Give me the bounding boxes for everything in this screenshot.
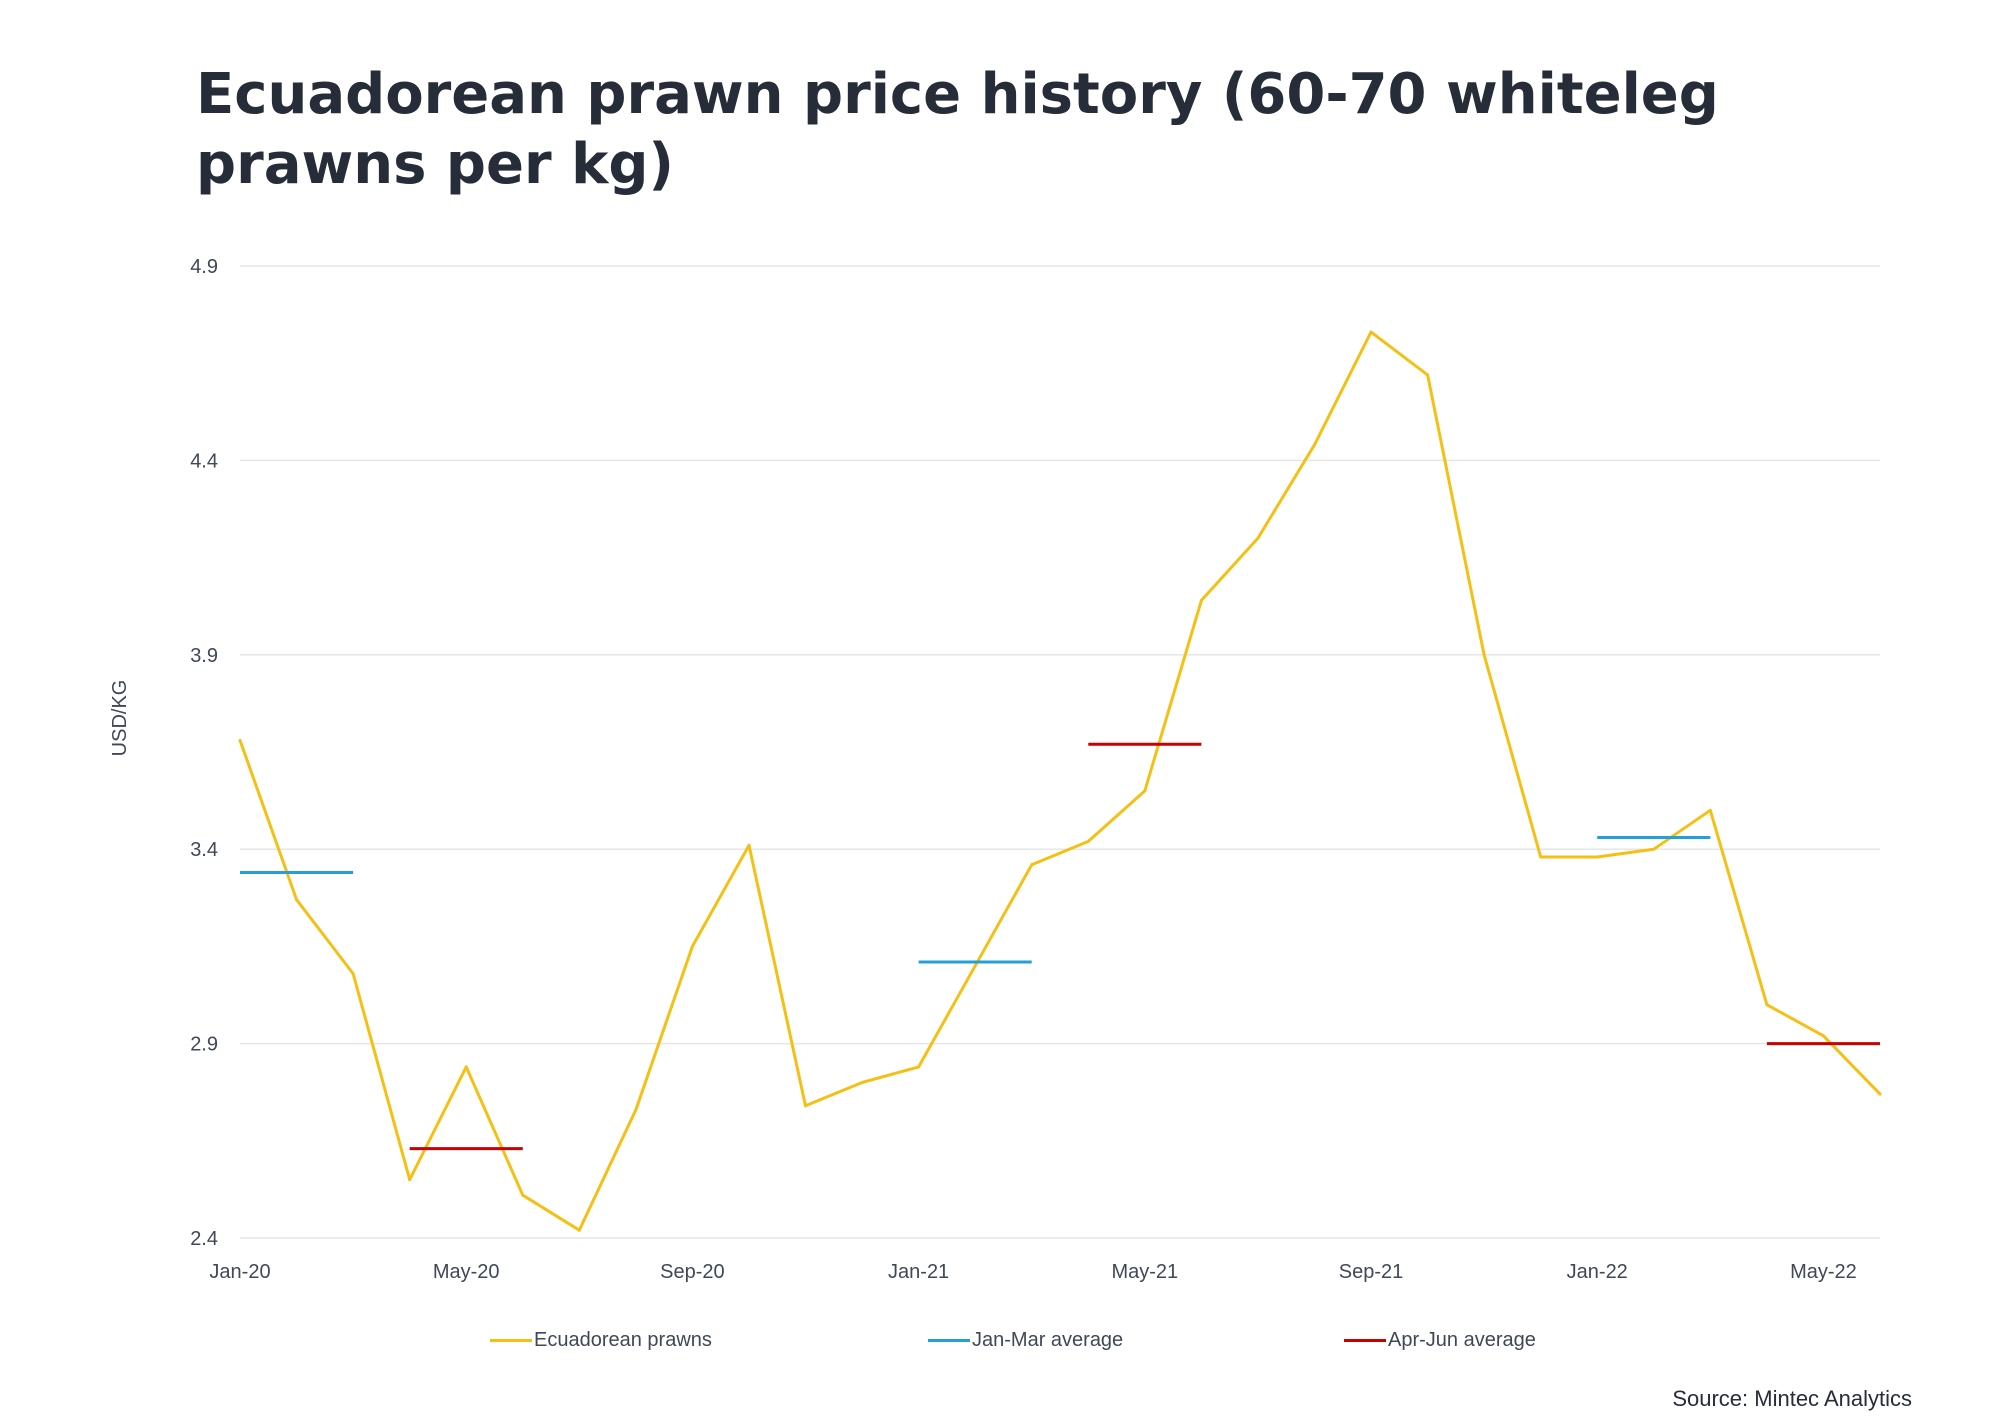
x-tick-label: May-20 bbox=[433, 1261, 500, 1283]
data-point bbox=[1652, 847, 1656, 851]
data-point bbox=[295, 898, 299, 902]
legend-swatch-jan-mar-average bbox=[928, 1338, 970, 1342]
y-axis-title: USD/KG bbox=[109, 680, 131, 757]
data-point bbox=[1199, 598, 1203, 602]
data-point bbox=[690, 944, 694, 948]
legend-item-apr-jun-average: Apr-Jun average bbox=[1344, 1320, 1536, 1360]
data-point bbox=[1426, 373, 1430, 377]
source-note: Source: Mintec Analytics bbox=[1672, 1386, 1912, 1411]
x-axis-ticks: Jan-20 May-20 Sep-20 Jan-21 May-21 Sep-21 Jan-… bbox=[209, 1261, 1856, 1283]
x-tick-label: Sep-21 bbox=[1339, 1261, 1404, 1283]
series-layer bbox=[238, 330, 1882, 1232]
x-tick-label: Jan-21 bbox=[888, 1261, 949, 1283]
data-point bbox=[1539, 855, 1543, 859]
legend: Ecuadorean prawns Jan-Mar average Apr-Ju… bbox=[0, 1320, 2000, 1360]
x-tick-label: May-22 bbox=[1790, 1261, 1857, 1283]
data-point bbox=[1821, 1034, 1825, 1038]
gridlines bbox=[240, 265, 1880, 1239]
data-point bbox=[747, 843, 751, 847]
data-point bbox=[634, 1108, 638, 1112]
legend-item-ecuadorean-prawns: Ecuadorean prawns bbox=[490, 1320, 712, 1360]
data-point bbox=[1086, 839, 1090, 843]
y-tick-label: 3.9 bbox=[190, 645, 218, 667]
data-point bbox=[804, 1104, 808, 1108]
y-tick-label: 3.4 bbox=[190, 839, 218, 861]
data-point bbox=[1030, 863, 1034, 867]
line-chart: 2.42.93.43.94.44.9 Jan-20 May-20 Sep-20 Jan… bbox=[109, 256, 1882, 1283]
x-tick-label: Sep-20 bbox=[660, 1261, 725, 1283]
data-point bbox=[917, 1065, 921, 1069]
legend-item-jan-mar-average: Jan-Mar average bbox=[928, 1320, 1123, 1360]
data-point bbox=[1256, 536, 1260, 540]
data-point bbox=[1878, 1092, 1882, 1096]
y-tick-label: 4.4 bbox=[190, 450, 218, 472]
data-point bbox=[973, 964, 977, 968]
x-tick-label: Jan-20 bbox=[209, 1261, 270, 1283]
data-point bbox=[1143, 789, 1147, 793]
data-point bbox=[1482, 653, 1486, 657]
data-point bbox=[1312, 443, 1316, 447]
x-tick-label: Jan-22 bbox=[1567, 1261, 1628, 1283]
data-point bbox=[1708, 808, 1712, 812]
y-tick-label: 2.9 bbox=[190, 1034, 218, 1056]
data-point bbox=[1595, 855, 1599, 859]
legend-swatch-apr-jun-average bbox=[1344, 1338, 1386, 1342]
legend-swatch-ecuadorean-prawns bbox=[490, 1338, 532, 1342]
chart-title: Ecuadorean prawn price history (60-70 wh… bbox=[196, 62, 1719, 197]
data-point bbox=[238, 738, 242, 742]
legend-label: Jan-Mar average bbox=[972, 1328, 1124, 1351]
data-point bbox=[577, 1228, 581, 1232]
data-point bbox=[464, 1065, 468, 1069]
series-line-ecuadorean-prawns bbox=[238, 330, 1882, 1232]
legend-label: Ecuadorean prawns bbox=[534, 1328, 712, 1351]
data-point bbox=[1765, 1003, 1769, 1007]
data-point bbox=[351, 972, 355, 976]
y-tick-label: 4.9 bbox=[190, 256, 218, 278]
data-point bbox=[521, 1193, 525, 1197]
y-tick-label: 2.4 bbox=[190, 1228, 218, 1250]
data-point bbox=[860, 1080, 864, 1084]
data-point bbox=[408, 1178, 412, 1182]
x-tick-label: May-21 bbox=[1111, 1261, 1178, 1283]
y-axis-ticks: 2.4 2.9 3.4 3.9 4.4 4.9 bbox=[190, 256, 218, 1250]
legend-label: Apr-Jun average bbox=[1388, 1328, 1536, 1351]
data-point bbox=[1369, 330, 1373, 334]
